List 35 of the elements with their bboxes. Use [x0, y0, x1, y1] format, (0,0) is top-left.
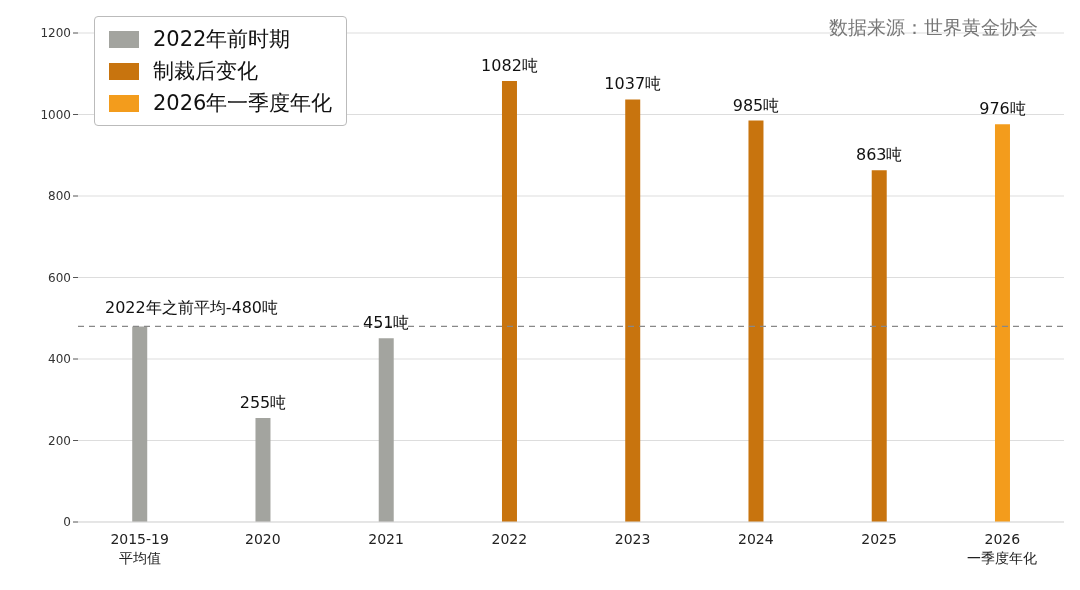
bar [625, 99, 641, 522]
legend-label: 2022年前时期 [152, 26, 292, 53]
y-tick-label: 800 [48, 189, 71, 204]
y-tick-label: 200 [48, 433, 71, 448]
data-label: 451吨 [362, 313, 410, 333]
bar [501, 81, 517, 522]
y-tick-label: 1000 [40, 107, 71, 122]
y-tick-label: 400 [48, 352, 71, 367]
x-tick-label: 2022 [491, 531, 528, 547]
x-tick-label: 2020 [245, 531, 281, 547]
data-label: 863吨 [855, 145, 903, 165]
y-tick-label: 600 [48, 270, 71, 285]
x-tick-label: 2025 [861, 531, 897, 547]
data-label: 255吨 [239, 393, 287, 413]
annotation: 数据来源：世界黄金协会 [829, 15, 1038, 40]
ref-line-label: 2022年之前平均-480吨 [105, 297, 279, 317]
bar [132, 326, 148, 522]
legend-label: 制裁后变化 [152, 58, 259, 85]
bar [871, 170, 887, 522]
y-tick-label: 1200 [40, 26, 71, 41]
bar [378, 338, 394, 522]
data-label: 1082吨 [481, 56, 538, 76]
x-tick-label: 2024 [738, 531, 774, 547]
bar [748, 120, 764, 522]
x-tick-label: 2015-19 平均值 [110, 531, 169, 566]
x-tick-label: 2023 [614, 531, 651, 547]
bar [994, 124, 1010, 522]
data-label: 985吨 [732, 95, 780, 115]
legend-label: 2026年一季度年化 [152, 90, 333, 117]
bar [255, 418, 271, 522]
y-tick-label: 0 [63, 515, 71, 530]
data-label: 1037吨 [604, 74, 662, 94]
x-tick-label: 2021 [368, 531, 404, 547]
data-label: 976吨 [979, 99, 1026, 119]
x-tick-label: 2026 一季度年化 [967, 531, 1038, 566]
